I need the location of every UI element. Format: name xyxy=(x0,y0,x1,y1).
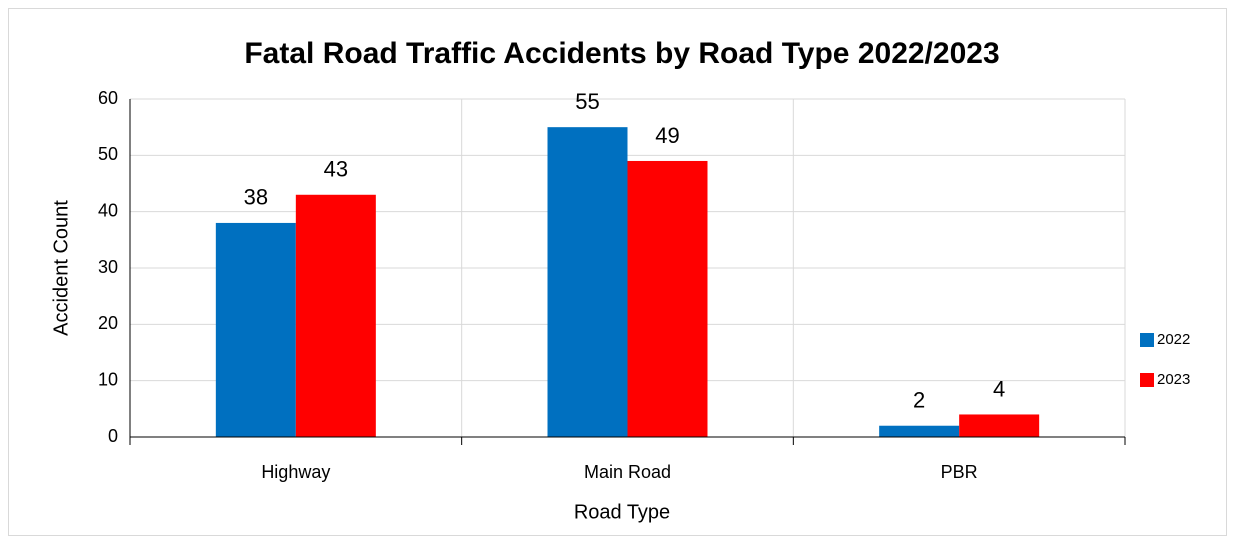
bar xyxy=(547,127,628,438)
data-label: 4 xyxy=(993,376,1005,401)
x-axis-label: Road Type xyxy=(574,501,670,523)
y-tick-label: 0 xyxy=(108,426,118,446)
legend-label: 2022 xyxy=(1157,331,1190,348)
legend-swatch xyxy=(1140,373,1154,387)
chart-title: Fatal Road Traffic Accidents by Road Typ… xyxy=(244,37,999,70)
x-tick-label: PBR xyxy=(941,462,978,482)
y-tick-label: 60 xyxy=(98,88,118,108)
bar xyxy=(627,160,708,437)
legend-label: 2023 xyxy=(1157,371,1190,388)
x-tick-label: Highway xyxy=(261,462,330,482)
bar xyxy=(879,425,960,437)
bar xyxy=(959,414,1040,437)
y-tick-label: 40 xyxy=(98,200,118,220)
data-label: 2 xyxy=(913,388,925,413)
data-label: 43 xyxy=(324,157,348,182)
data-label: 55 xyxy=(575,89,599,114)
data-label: 49 xyxy=(655,123,679,148)
y-tick-label: 20 xyxy=(98,313,118,333)
bar xyxy=(295,194,376,437)
y-axis-label: Accident Count xyxy=(50,200,72,336)
y-tick-label: 30 xyxy=(98,257,118,277)
bar xyxy=(215,222,296,437)
x-tick-label: Main Road xyxy=(584,462,671,482)
data-label: 38 xyxy=(244,185,268,210)
y-tick-label: 10 xyxy=(98,369,118,389)
y-tick-label: 50 xyxy=(98,144,118,164)
legend-swatch xyxy=(1140,333,1154,347)
